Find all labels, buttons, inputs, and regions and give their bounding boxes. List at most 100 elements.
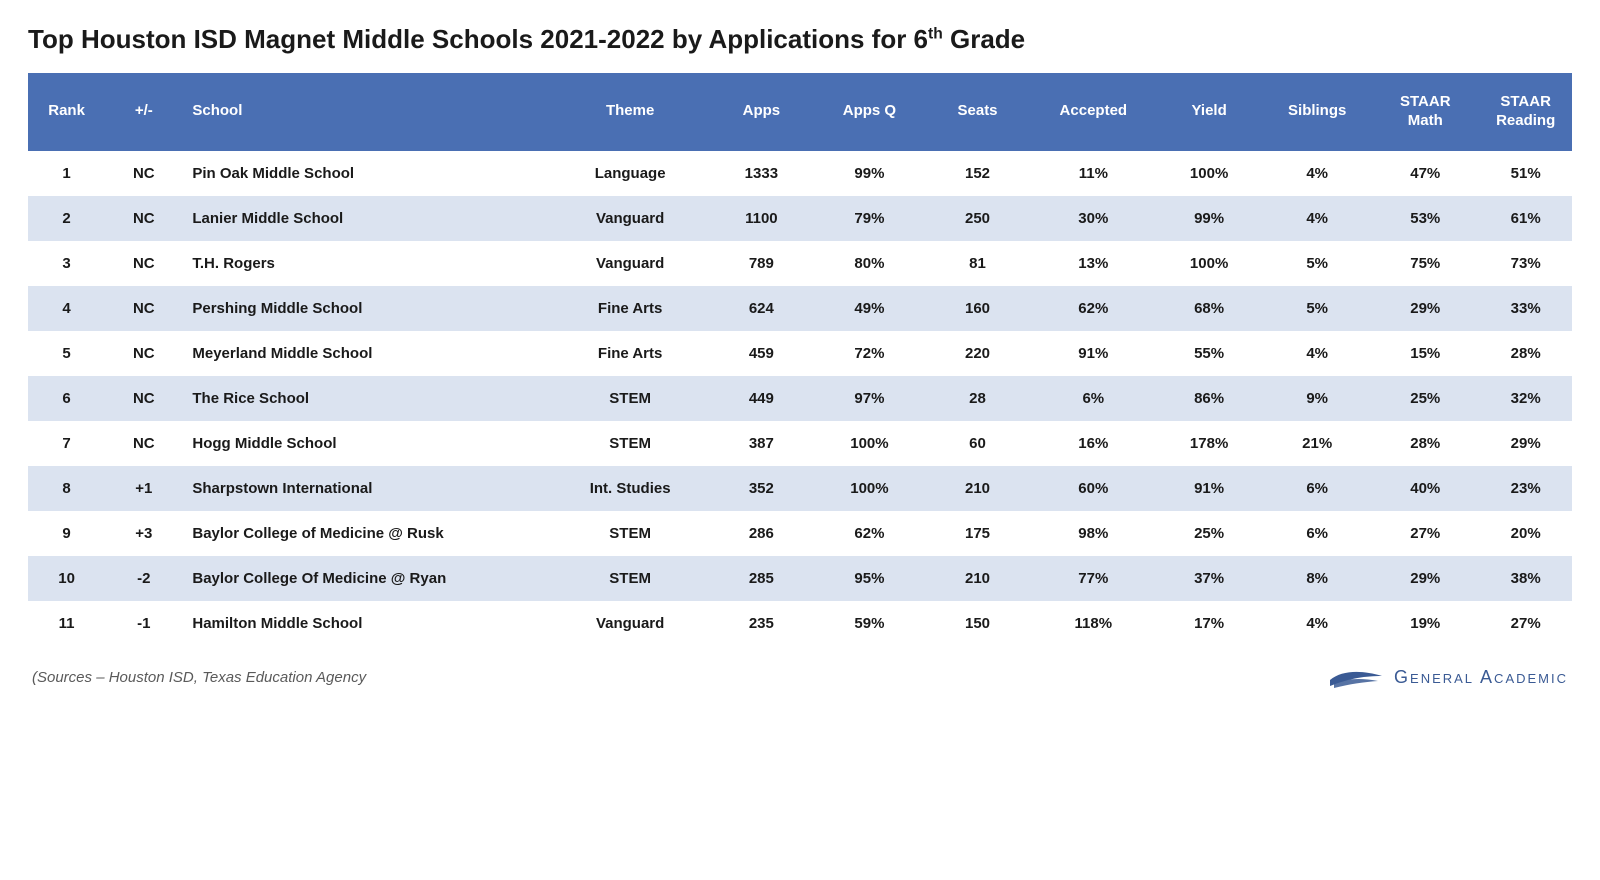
cell-accepted: 91% (1032, 331, 1156, 376)
cell-accepted: 77% (1032, 556, 1156, 601)
cell-reading: 28% (1479, 331, 1572, 376)
cell-accepted: 6% (1032, 376, 1156, 421)
cell-school: Baylor College Of Medicine @ Ryan (182, 556, 553, 601)
cell-school: Pin Oak Middle School (182, 151, 553, 196)
swoosh-icon (1328, 666, 1384, 690)
cell-reading: 23% (1479, 466, 1572, 511)
brand-name: General Academic (1394, 667, 1568, 688)
table-row: 7NCHogg Middle SchoolSTEM387100%6016%178… (28, 421, 1572, 466)
cell-rank: 7 (28, 421, 105, 466)
col-header-rank: Rank (28, 73, 105, 151)
cell-appsq: 100% (815, 466, 923, 511)
title-post: Grade (943, 24, 1025, 54)
title-sup: th (928, 25, 943, 42)
cell-appsq: 62% (815, 511, 923, 556)
col-header-theme: Theme (553, 73, 707, 151)
cell-siblings: 6% (1263, 511, 1371, 556)
table-row: 3NCT.H. RogersVanguard78980%8113%100%5%7… (28, 241, 1572, 286)
table-header: Rank+/-SchoolThemeAppsApps QSeatsAccepte… (28, 73, 1572, 151)
cell-pm: NC (105, 151, 182, 196)
table-body: 1NCPin Oak Middle SchoolLanguage133399%1… (28, 151, 1572, 646)
cell-reading: 51% (1479, 151, 1572, 196)
cell-rank: 5 (28, 331, 105, 376)
cell-theme: STEM (553, 556, 707, 601)
cell-pm: NC (105, 331, 182, 376)
cell-math: 29% (1371, 556, 1479, 601)
page-title: Top Houston ISD Magnet Middle Schools 20… (28, 24, 1572, 55)
table-row: 1NCPin Oak Middle SchoolLanguage133399%1… (28, 151, 1572, 196)
cell-pm: NC (105, 421, 182, 466)
cell-seats: 210 (923, 466, 1031, 511)
cell-pm: +3 (105, 511, 182, 556)
cell-theme: STEM (553, 421, 707, 466)
cell-rank: 2 (28, 196, 105, 241)
cell-appsq: 80% (815, 241, 923, 286)
cell-siblings: 4% (1263, 196, 1371, 241)
cell-apps: 235 (707, 601, 815, 646)
cell-accepted: 16% (1032, 421, 1156, 466)
cell-math: 53% (1371, 196, 1479, 241)
cell-theme: Vanguard (553, 601, 707, 646)
cell-appsq: 97% (815, 376, 923, 421)
cell-appsq: 72% (815, 331, 923, 376)
cell-siblings: 9% (1263, 376, 1371, 421)
cell-reading: 73% (1479, 241, 1572, 286)
col-header-apps: Apps (707, 73, 815, 151)
cell-theme: STEM (553, 376, 707, 421)
cell-yield: 17% (1155, 601, 1263, 646)
cell-siblings: 5% (1263, 241, 1371, 286)
cell-theme: Vanguard (553, 196, 707, 241)
cell-seats: 81 (923, 241, 1031, 286)
cell-school: Hamilton Middle School (182, 601, 553, 646)
cell-theme: Language (553, 151, 707, 196)
table-row: 6NCThe Rice SchoolSTEM44997%286%86%9%25%… (28, 376, 1572, 421)
cell-apps: 387 (707, 421, 815, 466)
cell-reading: 27% (1479, 601, 1572, 646)
cell-reading: 38% (1479, 556, 1572, 601)
title-pre: Top Houston ISD Magnet Middle Schools 20… (28, 24, 928, 54)
table-row: 11-1Hamilton Middle SchoolVanguard23559%… (28, 601, 1572, 646)
cell-theme: Fine Arts (553, 331, 707, 376)
footer: (Sources – Houston ISD, Texas Education … (28, 666, 1572, 690)
col-header-accepted: Accepted (1032, 73, 1156, 151)
cell-math: 28% (1371, 421, 1479, 466)
cell-school: Sharpstown International (182, 466, 553, 511)
cell-siblings: 6% (1263, 466, 1371, 511)
cell-theme: Fine Arts (553, 286, 707, 331)
cell-reading: 29% (1479, 421, 1572, 466)
cell-school: Baylor College of Medicine @ Rusk (182, 511, 553, 556)
col-header-math: STAARMath (1371, 73, 1479, 151)
col-header-yield: Yield (1155, 73, 1263, 151)
cell-rank: 1 (28, 151, 105, 196)
cell-seats: 60 (923, 421, 1031, 466)
cell-apps: 285 (707, 556, 815, 601)
cell-accepted: 11% (1032, 151, 1156, 196)
cell-school: Pershing Middle School (182, 286, 553, 331)
cell-yield: 99% (1155, 196, 1263, 241)
cell-accepted: 98% (1032, 511, 1156, 556)
cell-siblings: 8% (1263, 556, 1371, 601)
cell-school: Hogg Middle School (182, 421, 553, 466)
cell-seats: 28 (923, 376, 1031, 421)
cell-pm: -1 (105, 601, 182, 646)
col-header-reading: STAARReading (1479, 73, 1572, 151)
cell-apps: 459 (707, 331, 815, 376)
cell-yield: 68% (1155, 286, 1263, 331)
cell-seats: 250 (923, 196, 1031, 241)
cell-appsq: 99% (815, 151, 923, 196)
cell-appsq: 49% (815, 286, 923, 331)
cell-pm: NC (105, 241, 182, 286)
cell-yield: 91% (1155, 466, 1263, 511)
cell-reading: 32% (1479, 376, 1572, 421)
cell-math: 25% (1371, 376, 1479, 421)
cell-apps: 352 (707, 466, 815, 511)
col-header-siblings: Siblings (1263, 73, 1371, 151)
table-row: 9+3Baylor College of Medicine @ RuskSTEM… (28, 511, 1572, 556)
cell-yield: 100% (1155, 151, 1263, 196)
cell-apps: 789 (707, 241, 815, 286)
cell-yield: 86% (1155, 376, 1263, 421)
cell-rank: 9 (28, 511, 105, 556)
cell-school: T.H. Rogers (182, 241, 553, 286)
cell-theme: Vanguard (553, 241, 707, 286)
cell-seats: 220 (923, 331, 1031, 376)
